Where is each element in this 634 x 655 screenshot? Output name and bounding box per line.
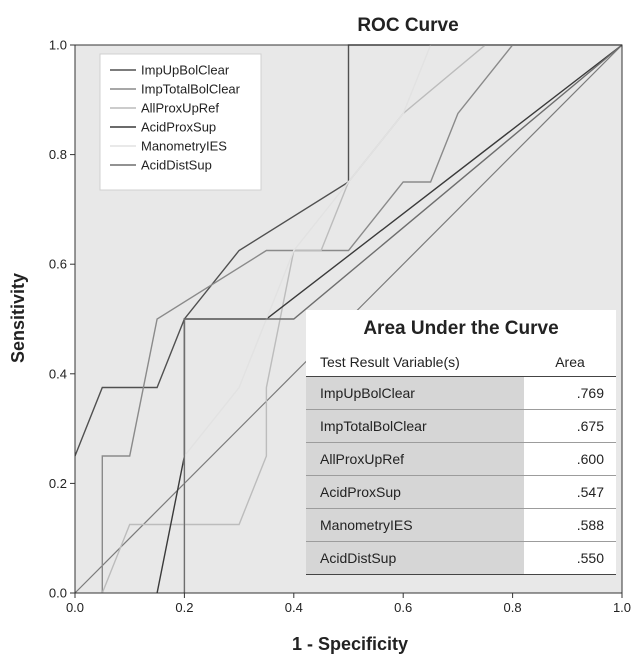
legend-label: AcidDistSup bbox=[141, 158, 212, 173]
auc-table-title: Area Under the Curve bbox=[363, 318, 559, 339]
x-tick-label: 0.4 bbox=[285, 600, 303, 615]
auc-row: ImpTotalBolClear .675 bbox=[306, 409, 616, 443]
auc-area-cell: .769 bbox=[524, 376, 616, 410]
auc-area-cell: .588 bbox=[524, 508, 616, 542]
auc-variable-cell: ImpTotalBolClear bbox=[306, 409, 524, 443]
x-tick-label: 0.6 bbox=[394, 600, 412, 615]
auc-area-cell: .547 bbox=[524, 475, 616, 509]
series-line-imptotalbolclear bbox=[101, 44, 622, 593]
auc-table-grid: Test Result Variable(s) Area ImpUpBolCle… bbox=[306, 348, 616, 575]
auc-row: AllProxUpRef .600 bbox=[306, 442, 616, 476]
auc-area-cell: .600 bbox=[524, 442, 616, 476]
auc-area-cell: .675 bbox=[524, 409, 616, 443]
auc-row: AcidProxSup .547 bbox=[306, 475, 616, 509]
legend: ImpUpBolClear ImpTotalBolClear AllProxUpRe… bbox=[99, 53, 262, 191]
x-tick-label: 0.8 bbox=[504, 600, 522, 615]
auc-variable-cell: ImpUpBolClear bbox=[306, 376, 524, 410]
legend-label: AcidProxSup bbox=[141, 120, 216, 135]
auc-table: Area Under the Curve Test Result Variabl… bbox=[306, 310, 616, 575]
x-tick-label: 1.0 bbox=[613, 600, 631, 615]
auc-header-variable: Test Result Variable(s) bbox=[306, 348, 524, 377]
auc-row: AcidDistSup .550 bbox=[306, 541, 616, 575]
y-tick-label: 0.0 bbox=[49, 586, 67, 601]
legend-box bbox=[99, 53, 262, 191]
x-axis-title: 1 - Specificity bbox=[292, 634, 408, 654]
chart-title: ROC Curve bbox=[357, 15, 458, 36]
auc-header-row: Test Result Variable(s) Area bbox=[306, 348, 616, 377]
legend-label: ImpUpBolClear bbox=[141, 63, 230, 78]
y-tick-label: 1.0 bbox=[49, 38, 67, 53]
y-tick-label: 0.4 bbox=[49, 366, 67, 381]
auc-variable-cell: AcidDistSup bbox=[306, 541, 524, 575]
series-line-aciddistsup bbox=[183, 44, 623, 593]
auc-row: ManometryIES .588 bbox=[306, 508, 616, 542]
x-tick-label: 0.2 bbox=[175, 600, 193, 615]
y-axis-title: Sensitivity bbox=[8, 273, 28, 363]
y-tick-label: 0.2 bbox=[49, 476, 67, 491]
auc-variable-cell: AcidProxSup bbox=[306, 475, 524, 509]
legend-label: AllProxUpRef bbox=[141, 101, 219, 116]
plot-frame bbox=[74, 44, 623, 594]
auc-variable-cell: AllProxUpRef bbox=[306, 442, 524, 476]
x-tick-label: 0.0 bbox=[66, 600, 84, 615]
auc-header-area: Area bbox=[524, 348, 616, 377]
auc-variable-cell: ManometryIES bbox=[306, 508, 524, 542]
legend-label: ImpTotalBolClear bbox=[141, 82, 241, 97]
y-tick-label: 0.6 bbox=[49, 257, 67, 272]
legend-label: ManometryIES bbox=[141, 139, 227, 154]
y-tick-label: 0.8 bbox=[49, 147, 67, 162]
auc-row: ImpUpBolClear .769 bbox=[306, 376, 616, 410]
auc-area-cell: .550 bbox=[524, 541, 616, 575]
